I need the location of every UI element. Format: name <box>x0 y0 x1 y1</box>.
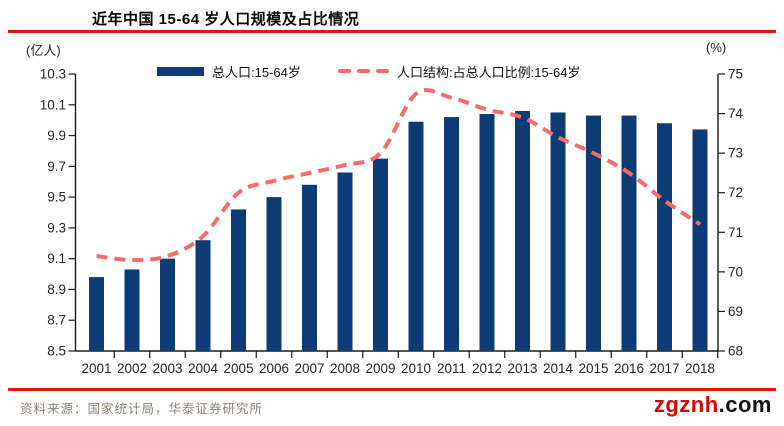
right-axis-tick-label: 70 <box>728 264 743 279</box>
bar-2006 <box>266 197 282 351</box>
bar-2004 <box>195 240 211 351</box>
bar-2001 <box>89 277 104 351</box>
right-axis-tick-label: 75 <box>728 67 743 82</box>
x-axis-label-2001: 2001 <box>81 361 111 376</box>
left-axis-tick-label: 9.3 <box>47 220 66 235</box>
ratio-dashed-line <box>96 88 702 263</box>
legend: 总人口:15-64岁 人口结构:占总人口比例:15-64岁 <box>0 62 784 80</box>
chart-title: 近年中国 15-64 岁人口规模及占比情况 <box>92 11 360 28</box>
right-axis-tick-label: 72 <box>728 185 743 200</box>
bar-2018 <box>692 129 708 351</box>
x-axis-label-2011: 2011 <box>437 361 466 376</box>
x-axis-label-2002: 2002 <box>117 361 147 376</box>
dashed-line-swatch <box>338 69 389 73</box>
left-axis-tick-label: 9.5 <box>47 190 66 205</box>
bar-2014 <box>550 112 566 351</box>
x-axis-label-2006: 2006 <box>259 361 289 376</box>
x-axis-label-2010: 2010 <box>401 361 431 376</box>
legend-item-bars: 总人口:15-64岁 <box>157 62 301 80</box>
legend-label-line: 人口结构:占总人口比例:15-64岁 <box>397 64 581 80</box>
left-axis-tick-label: 8.5 <box>47 344 66 359</box>
x-axis-label-2003: 2003 <box>152 361 182 376</box>
legend-item-line: 人口结构:占总人口比例:15-64岁 <box>338 62 580 80</box>
x-axis-label-2004: 2004 <box>188 361 219 376</box>
bar-2011 <box>444 117 459 351</box>
watermark-red-text: zgznh <box>653 392 719 417</box>
legend-label-bars: 总人口:15-64岁 <box>212 64 301 80</box>
left-axis-tick-label: 9.7 <box>47 159 66 174</box>
bar-2002 <box>124 269 140 351</box>
left-axis-tick-label: 9.1 <box>47 251 66 266</box>
x-axis-label-2008: 2008 <box>330 361 360 376</box>
bottom-divider-rule <box>8 388 776 391</box>
x-axis-label-2007: 2007 <box>294 361 324 376</box>
bar-2003 <box>160 258 175 351</box>
left-axis-tick-label: 10.3 <box>40 67 66 82</box>
x-axis-label-2016: 2016 <box>614 361 644 376</box>
x-axis-label-2014: 2014 <box>543 361 574 376</box>
left-axis-tick-label: 8.9 <box>47 282 66 297</box>
bar-2013 <box>515 110 530 351</box>
bar-2009 <box>373 158 388 351</box>
x-axis-label-2017: 2017 <box>649 361 679 376</box>
right-axis-tick-label: 74 <box>728 106 744 121</box>
x-axis-label-2013: 2013 <box>507 361 537 376</box>
left-axis-tick-label: 10.1 <box>40 97 66 112</box>
right-axis-tick-label: 69 <box>728 304 743 319</box>
x-axis-label-2015: 2015 <box>578 361 608 376</box>
right-axis-tick-label: 73 <box>728 146 743 161</box>
bar-2010 <box>408 121 424 351</box>
bar-2015 <box>586 115 601 351</box>
right-axis-unit-label: (%) <box>706 40 727 55</box>
x-axis-label-2009: 2009 <box>365 361 395 376</box>
watermark: zgznh.com <box>654 392 772 418</box>
bar-2005 <box>231 209 246 351</box>
left-axis-tick-label: 8.7 <box>47 313 66 328</box>
source-note: 资料来源：国家统计局，华泰证券研究所 <box>20 402 264 416</box>
right-axis-tick-label: 68 <box>728 344 743 359</box>
x-axis-label-2018: 2018 <box>685 361 715 376</box>
bar-2012 <box>479 114 495 351</box>
bar-2016 <box>621 115 637 351</box>
bar-2008 <box>337 172 353 351</box>
bar-2017 <box>657 123 672 351</box>
left-axis-tick-label: 9.9 <box>47 128 66 143</box>
x-axis-label-2005: 2005 <box>223 361 253 376</box>
watermark-black-text: .com <box>718 392 772 417</box>
bar-series-swatch <box>157 66 204 76</box>
left-axis-unit-label: (亿人) <box>26 43 61 58</box>
bar-2007 <box>302 184 317 351</box>
x-axis-label-2012: 2012 <box>472 361 502 376</box>
top-divider-rule <box>8 30 776 33</box>
right-axis-tick-label: 71 <box>728 225 743 240</box>
